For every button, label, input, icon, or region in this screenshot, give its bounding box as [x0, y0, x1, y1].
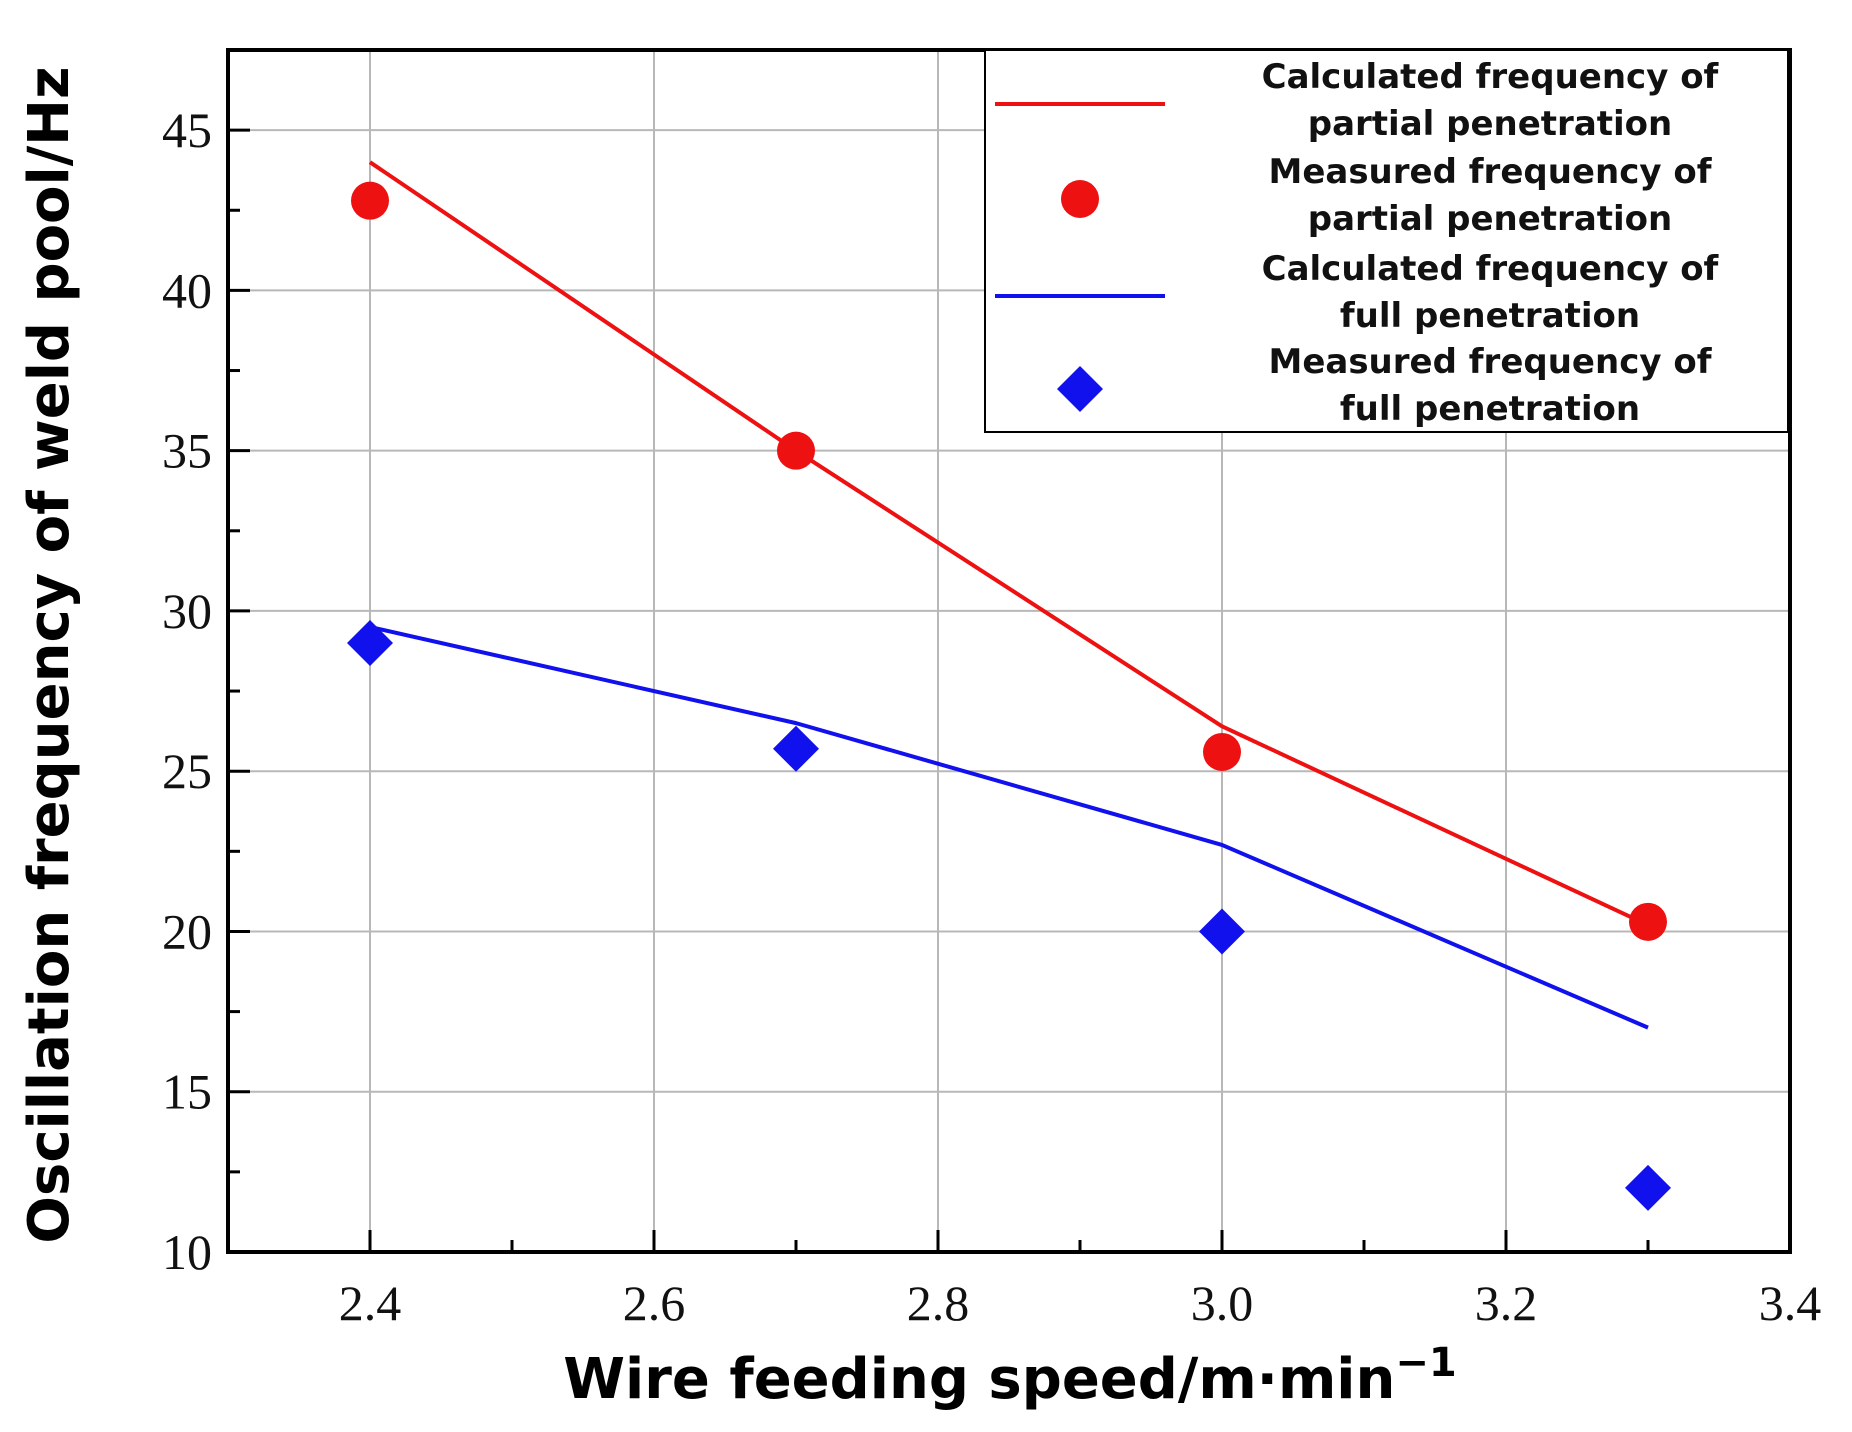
- legend: Calculated frequency of partial penetrati…: [984, 49, 1789, 433]
- x-tick-label: 2.4: [339, 1275, 402, 1331]
- x-axis-title-superscript: −1: [1395, 1340, 1456, 1386]
- legend-diamond-symbol: [1057, 366, 1103, 412]
- legend-label: Measured frequency of: [1268, 342, 1712, 382]
- point-full-measured: [1625, 1164, 1671, 1211]
- legend-label: Calculated frequency of: [1262, 57, 1720, 97]
- tick-labels: 2.4 2.6 2.8 3.0 3.2 3.4 10 15 20 25 30 35 40 45: [162, 102, 1821, 1331]
- y-axis-title: Oscillation frequency of weld pool/Hz: [17, 66, 82, 1243]
- y-tick-label: 40: [162, 262, 212, 318]
- y-tick-label: 30: [162, 583, 212, 639]
- series-layer: [347, 160, 1671, 1211]
- series-line-2: [369, 625, 1649, 1030]
- y-tick-label: 15: [162, 1064, 212, 1120]
- grid: [228, 50, 1790, 1252]
- legend-label: full penetration: [1340, 296, 1640, 336]
- x-tick-label: 3.2: [1475, 1275, 1538, 1331]
- x-axis-title-text: Wire feeding speed/m·min: [563, 1347, 1395, 1412]
- point-partial-measured: [1629, 902, 1667, 941]
- x-tick-label: 2.8: [907, 1275, 970, 1331]
- x-tick-label: 3.4: [1759, 1275, 1822, 1331]
- y-tick-label: 20: [162, 903, 212, 959]
- legend-label: partial penetration: [1308, 199, 1673, 239]
- y-tick-label: 25: [162, 743, 212, 799]
- point-partial-measured: [351, 181, 389, 220]
- legend-label: Measured frequency of: [1268, 152, 1712, 192]
- legend-box: [984, 49, 1789, 433]
- y-tick-label: 35: [162, 423, 212, 479]
- legend-label: partial penetration: [1308, 104, 1673, 144]
- y-tick-label: 10: [162, 1224, 212, 1280]
- series-line-0: [368, 160, 1649, 927]
- x-tick-label: 2.6: [623, 1275, 686, 1331]
- point-full-measured: [347, 619, 393, 666]
- legend-circle-symbol: [1061, 180, 1099, 218]
- point-full-measured: [773, 725, 819, 772]
- x-tick-label: 3.0: [1191, 1275, 1254, 1331]
- y-tick-label: 45: [162, 102, 212, 158]
- legend-label: full penetration: [1340, 389, 1640, 429]
- point-partial-measured: [1203, 732, 1241, 771]
- point-partial-measured: [777, 431, 815, 470]
- x-axis-title: Wire feeding speed/m·min−1: [563, 1340, 1456, 1412]
- point-full-measured: [1199, 908, 1245, 955]
- legend-label: Calculated frequency of: [1262, 249, 1720, 289]
